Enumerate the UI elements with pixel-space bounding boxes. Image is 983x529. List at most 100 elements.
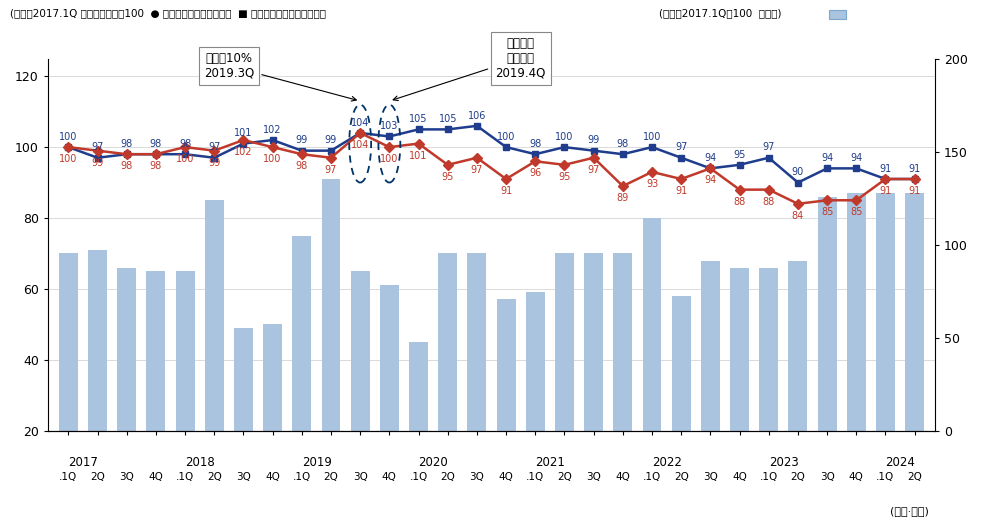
- Text: 97: 97: [471, 165, 483, 175]
- Text: 100: 100: [263, 154, 282, 164]
- Bar: [671, 296, 691, 501]
- Bar: [176, 271, 195, 501]
- Text: 2Q: 2Q: [90, 472, 105, 482]
- Bar: [584, 253, 604, 501]
- Text: 2018: 2018: [185, 455, 215, 469]
- Text: 100: 100: [59, 132, 78, 142]
- Bar: [818, 197, 837, 501]
- Text: .1Q: .1Q: [293, 472, 311, 482]
- Text: 105: 105: [409, 114, 428, 124]
- Text: 100: 100: [176, 154, 195, 164]
- Bar: [643, 218, 662, 501]
- Text: 94: 94: [704, 176, 717, 186]
- Text: 3Q: 3Q: [470, 472, 485, 482]
- Text: .1Q: .1Q: [176, 472, 195, 482]
- Text: 101: 101: [234, 128, 253, 138]
- Text: 99: 99: [208, 158, 220, 168]
- Bar: [263, 324, 282, 501]
- Bar: [846, 193, 866, 501]
- Text: 3Q: 3Q: [586, 472, 601, 482]
- Bar: [876, 193, 895, 501]
- Text: 90: 90: [792, 167, 804, 177]
- Text: 100: 100: [59, 154, 78, 164]
- Text: 94: 94: [821, 153, 834, 163]
- Text: 98: 98: [149, 139, 162, 149]
- Text: 91: 91: [880, 186, 892, 196]
- Text: 100: 100: [496, 132, 515, 142]
- Text: 97: 97: [675, 142, 687, 152]
- Text: 97: 97: [208, 142, 220, 152]
- Text: 98: 98: [529, 139, 542, 149]
- Text: 98: 98: [121, 161, 133, 171]
- Text: 91: 91: [908, 186, 921, 196]
- Text: 95: 95: [441, 172, 454, 182]
- Text: .1Q: .1Q: [643, 472, 662, 482]
- Text: 97: 97: [324, 165, 337, 175]
- Text: 94: 94: [850, 153, 862, 163]
- Text: 96: 96: [529, 168, 542, 178]
- Bar: [759, 268, 779, 501]
- Text: 99: 99: [588, 135, 600, 145]
- Text: 91: 91: [908, 163, 921, 174]
- Bar: [88, 250, 107, 501]
- Bar: [788, 260, 807, 501]
- Text: 99: 99: [91, 158, 103, 168]
- Text: 99: 99: [296, 135, 308, 145]
- Text: 98: 98: [616, 139, 629, 149]
- Text: 4Q: 4Q: [615, 472, 630, 482]
- Bar: [613, 253, 632, 501]
- Text: 97: 97: [588, 165, 600, 175]
- Text: 98: 98: [149, 161, 162, 171]
- Bar: [146, 271, 165, 501]
- Bar: [204, 200, 224, 501]
- Text: 91: 91: [675, 186, 687, 196]
- Text: 93: 93: [646, 179, 659, 189]
- Text: 2020: 2020: [419, 455, 448, 469]
- Text: 2021: 2021: [536, 455, 565, 469]
- Text: 102: 102: [234, 147, 253, 157]
- Bar: [701, 260, 720, 501]
- Text: 4Q: 4Q: [148, 472, 163, 482]
- Text: 85: 85: [821, 207, 834, 217]
- Bar: [234, 328, 253, 501]
- Text: 3Q: 3Q: [119, 472, 134, 482]
- Text: 2022: 2022: [652, 455, 682, 469]
- Text: 88: 88: [733, 197, 746, 207]
- Bar: [351, 271, 370, 501]
- Text: 104: 104: [351, 117, 370, 127]
- Text: 101: 101: [409, 151, 428, 161]
- Text: (指数：2017.1Q 销售投资报酬＝100  ● 平均成交表面投资报酬率  ■ 平均销售表面投资报酬率）: (指数：2017.1Q 销售投资报酬＝100 ● 平均成交表面投资报酬率 ■ 平…: [10, 8, 325, 18]
- Text: 84: 84: [792, 211, 804, 221]
- Text: 91: 91: [880, 163, 892, 174]
- Text: 2Q: 2Q: [907, 472, 922, 482]
- Text: 85: 85: [850, 207, 862, 217]
- Bar: [730, 268, 749, 501]
- Text: 2023: 2023: [769, 455, 798, 469]
- Text: 2Q: 2Q: [440, 472, 455, 482]
- Text: 88: 88: [763, 197, 775, 207]
- Bar: [292, 236, 312, 501]
- Text: 2Q: 2Q: [206, 472, 222, 482]
- Text: 4Q: 4Q: [732, 472, 747, 482]
- Text: 89: 89: [616, 193, 629, 203]
- Text: .1Q: .1Q: [526, 472, 545, 482]
- Text: 3Q: 3Q: [703, 472, 718, 482]
- Bar: [468, 253, 487, 501]
- Text: 100: 100: [555, 132, 574, 142]
- Text: 2Q: 2Q: [323, 472, 338, 482]
- Text: 2Q: 2Q: [790, 472, 805, 482]
- Bar: [526, 293, 545, 501]
- Text: 98: 98: [121, 139, 133, 149]
- Text: 4Q: 4Q: [849, 472, 864, 482]
- Bar: [409, 342, 428, 501]
- Text: .1Q: .1Q: [760, 472, 778, 482]
- Text: (指数：2017.1Q＝100  成交量): (指数：2017.1Q＝100 成交量): [659, 8, 781, 18]
- Text: 102: 102: [263, 125, 282, 135]
- Text: 97: 97: [91, 142, 103, 152]
- Text: 3Q: 3Q: [353, 472, 368, 482]
- Bar: [905, 193, 924, 501]
- Bar: [555, 253, 574, 501]
- Text: 91: 91: [500, 186, 512, 196]
- Text: 98: 98: [179, 139, 191, 149]
- Text: 103: 103: [380, 121, 398, 131]
